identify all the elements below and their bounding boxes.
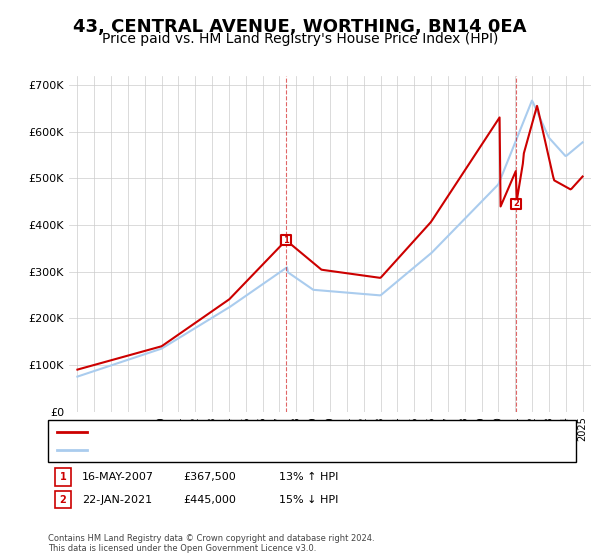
Text: £367,500: £367,500 xyxy=(183,472,236,482)
Text: 2: 2 xyxy=(513,199,519,208)
Text: 16-MAY-2007: 16-MAY-2007 xyxy=(82,472,154,482)
Text: HPI: Average price, detached house, Worthing: HPI: Average price, detached house, Wort… xyxy=(93,445,333,455)
Text: 2: 2 xyxy=(59,494,67,505)
Text: £445,000: £445,000 xyxy=(183,494,236,505)
Text: 43, CENTRAL AVENUE, WORTHING, BN14 0EA: 43, CENTRAL AVENUE, WORTHING, BN14 0EA xyxy=(73,18,527,36)
Text: 1: 1 xyxy=(59,472,67,482)
Text: 1: 1 xyxy=(283,236,289,245)
Text: 13% ↑ HPI: 13% ↑ HPI xyxy=(279,472,338,482)
Text: Contains HM Land Registry data © Crown copyright and database right 2024.
This d: Contains HM Land Registry data © Crown c… xyxy=(48,534,374,553)
Point xyxy=(281,236,290,245)
Text: 22-JAN-2021: 22-JAN-2021 xyxy=(82,494,152,505)
Point xyxy=(511,199,521,208)
Text: Price paid vs. HM Land Registry's House Price Index (HPI): Price paid vs. HM Land Registry's House … xyxy=(102,32,498,46)
Text: 43, CENTRAL AVENUE, WORTHING, BN14 0EA (detached house): 43, CENTRAL AVENUE, WORTHING, BN14 0EA (… xyxy=(93,427,423,437)
Text: 15% ↓ HPI: 15% ↓ HPI xyxy=(279,494,338,505)
